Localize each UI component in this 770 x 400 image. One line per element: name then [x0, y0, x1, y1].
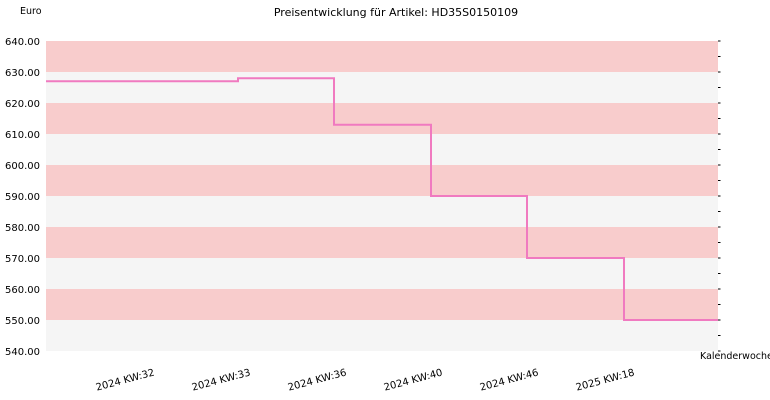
x-tick-label: 2025 KW:18 — [575, 367, 636, 393]
band — [46, 134, 718, 165]
band — [46, 227, 718, 258]
right-axis-ticks — [718, 40, 721, 352]
x-tick-label: 2024 KW:36 — [287, 367, 348, 393]
band — [46, 258, 718, 289]
y-tick-labels: 540.00 550.00 560.00 570.00 580.00 590.00 600.… — [5, 37, 40, 358]
y-tick-label: 560.00 — [5, 285, 40, 296]
y-tick-label: 550.00 — [5, 316, 40, 327]
band — [46, 41, 718, 72]
y-tick-label: 640.00 — [5, 37, 40, 48]
y-tick-label: 630.00 — [5, 68, 40, 79]
y-tick-label: 540.00 — [5, 347, 40, 358]
x-tick-label: 2024 KW:40 — [383, 367, 444, 393]
price-step-line — [46, 77, 718, 321]
background-bands — [46, 41, 718, 351]
band — [46, 320, 718, 351]
x-axis-label: Kalenderwoche — [700, 351, 770, 362]
y-tick-label: 570.00 — [5, 254, 40, 265]
band — [46, 165, 718, 196]
y-tick-label: 580.00 — [5, 223, 40, 234]
y-tick-label: 600.00 — [5, 161, 40, 172]
band — [46, 289, 718, 320]
y-tick-label: 620.00 — [5, 99, 40, 110]
x-tick-label: 2024 KW:33 — [191, 367, 252, 393]
band — [46, 103, 718, 134]
y-axis-label: Euro — [20, 6, 42, 17]
chart-title: Preisentwicklung für Artikel: HD35S01501… — [274, 6, 518, 19]
y-tick-label: 610.00 — [5, 130, 40, 141]
band — [46, 72, 718, 103]
band — [46, 196, 718, 227]
x-tick-label: 2024 KW:32 — [95, 367, 156, 393]
y-tick-label: 590.00 — [5, 192, 40, 203]
x-tick-labels: 2024 KW:32 2024 KW:33 2024 KW:36 2024 KW:40… — [95, 367, 636, 393]
x-tick-label: 2024 KW:46 — [479, 367, 540, 393]
